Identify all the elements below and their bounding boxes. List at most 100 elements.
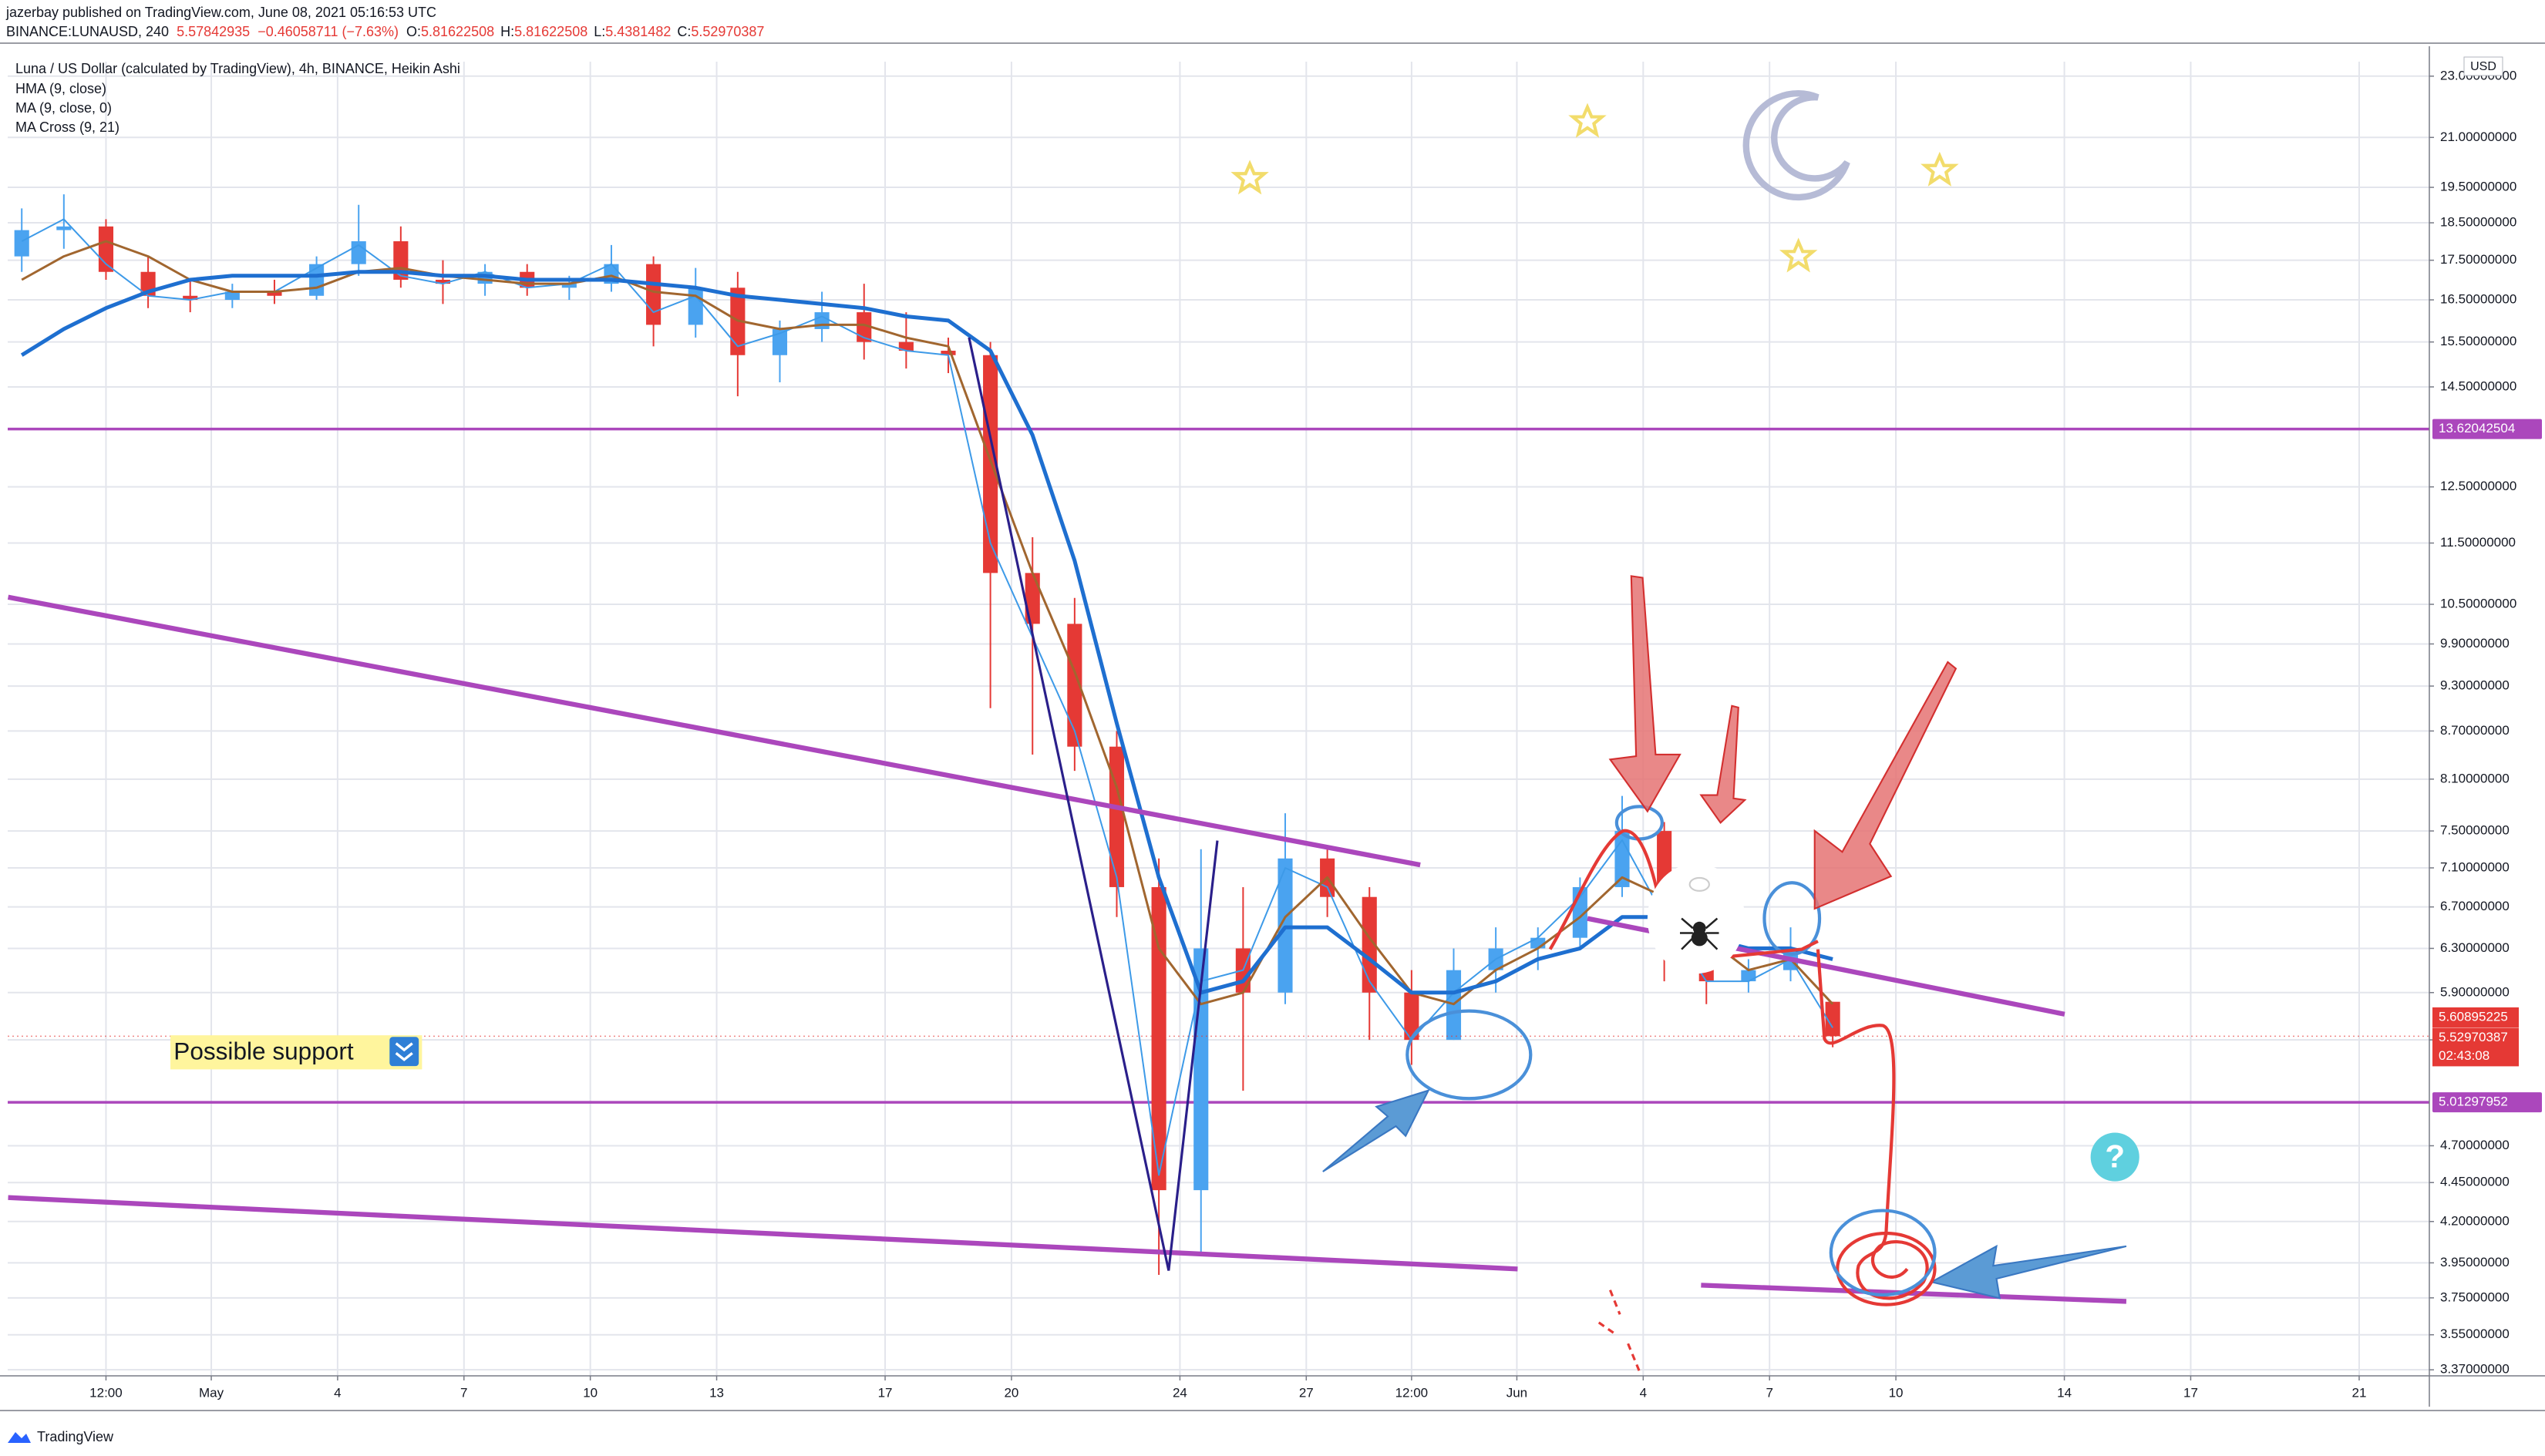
candle-body [56, 226, 72, 230]
change: −0.46058711 (−7.63%) [258, 24, 399, 39]
price-label-box [2432, 1027, 2519, 1067]
x-tick-label: 12:00 [89, 1385, 123, 1400]
pattern-line [968, 337, 1219, 1271]
arrow [1699, 704, 1747, 824]
ohlc-label: C: [677, 24, 691, 39]
y-tick-label: 21.00000000 [2440, 129, 2516, 144]
candle-body [267, 291, 282, 296]
y-tick-label: 4.45000000 [2440, 1175, 2510, 1189]
currency-box [2463, 56, 2503, 76]
candle-body [857, 312, 872, 342]
y-tick-label: 5.90000000 [2440, 984, 2510, 999]
x-tick-label: 17 [2183, 1385, 2198, 1400]
candle-body [1151, 886, 1166, 1191]
y-tick-label: 9.30000000 [2440, 678, 2510, 693]
y-tick-label: 15.50000000 [2440, 334, 2516, 348]
hand-line [1720, 940, 1819, 960]
candle-body [435, 279, 451, 284]
x-tick-label: 17 [878, 1385, 893, 1400]
candle-body [898, 341, 914, 351]
x-tick-label: 13 [709, 1385, 724, 1400]
last-price: 5.57842935 [177, 24, 250, 39]
legend-entry: MA Cross (9, 21) [15, 119, 120, 135]
price-label: 5.01297952 [2439, 1095, 2508, 1109]
arrow [1813, 661, 1958, 910]
ohlc-value: 5.52970387 [691, 24, 764, 39]
indicator-line [20, 270, 1833, 995]
trend-line [1701, 1283, 2127, 1304]
x-tick-label: 4 [334, 1385, 341, 1400]
arrow [1322, 1089, 1430, 1172]
indicator-line [21, 240, 1834, 1006]
arrow [1608, 575, 1682, 813]
candle-body [941, 351, 956, 355]
candle-body [688, 288, 703, 325]
y-tick-label: 19.50000000 [2440, 180, 2516, 194]
highlight-circle [1829, 1209, 1937, 1297]
y-tick-label: 10.50000000 [2440, 597, 2516, 611]
logo [8, 1432, 31, 1443]
ohlc-value: 5.4381482 [605, 24, 671, 39]
price-label: 5.52970387 [2439, 1030, 2508, 1044]
hand-line [1548, 829, 1666, 950]
currency: USD [2470, 60, 2496, 73]
moon-icon [1742, 89, 1850, 201]
candle-body [983, 355, 998, 573]
x-tick-label: 27 [1299, 1385, 1314, 1400]
y-tick-label: 17.50000000 [2440, 252, 2516, 267]
countdown: 02:43:08 [2439, 1048, 2489, 1063]
ohlc-value: 5.81622508 [514, 24, 587, 39]
x-tick-label: 14 [2057, 1385, 2072, 1400]
candle-body [1825, 1001, 1840, 1037]
hand-line [1597, 1290, 1641, 1372]
y-tick-label: 3.55000000 [2440, 1327, 2510, 1341]
x-tick-label: May [199, 1385, 224, 1400]
trend-line [8, 1195, 1518, 1272]
grid [8, 62, 2429, 1376]
candle-body [14, 230, 29, 257]
x-tick-label: 12:00 [1395, 1385, 1429, 1400]
x-tick-label: 20 [1004, 1385, 1018, 1400]
price-label: 13.62042504 [2439, 421, 2515, 435]
y-tick-label: 3.37000000 [2440, 1362, 2510, 1377]
ohlc-label: H: [500, 24, 514, 39]
hand-line [1816, 949, 1929, 1300]
y-tick-label: 6.70000000 [2440, 899, 2510, 913]
support-icon [395, 1042, 413, 1061]
y-tick-label: 14.50000000 [2440, 378, 2516, 393]
price-label-box [2432, 419, 2542, 439]
symbol-line: BINANCE:LUNAUSD, 240 5.57842935 −0.4605871… [6, 24, 764, 39]
y-tick-label: 16.50000000 [2440, 292, 2516, 307]
candle-body [1067, 624, 1082, 747]
y-tick-label: 3.75000000 [2440, 1290, 2510, 1304]
y-tick-label: 12.50000000 [2440, 479, 2516, 493]
candle-body [561, 284, 577, 288]
candle-body [646, 264, 661, 325]
question-icon-text: ? [2105, 1138, 2125, 1174]
footer-brand: TradingView [37, 1429, 114, 1444]
x-tick-label: 10 [1889, 1385, 1904, 1400]
ohlc-label: O: [406, 24, 421, 39]
x-tick-label: 4 [1640, 1385, 1647, 1400]
candle-body [1025, 573, 1040, 624]
y-tick-label: 18.50000000 [2440, 215, 2516, 230]
candle-body [1362, 896, 1377, 993]
candle-body [98, 226, 114, 272]
chart-title: Luna / US Dollar (calculated by TradingV… [15, 61, 460, 76]
price-label: 5.60895225 [2439, 1009, 2508, 1024]
x-tick-label: 7 [1766, 1385, 1772, 1400]
x-tick-label: 21 [2351, 1385, 2366, 1400]
candle-body [183, 295, 198, 301]
y-tick-label: 11.50000000 [2440, 535, 2516, 550]
y-tick-label: 8.10000000 [2440, 771, 2510, 785]
y-tick-label: 6.30000000 [2440, 940, 2510, 955]
candle-body [772, 328, 788, 355]
question-icon [2090, 1132, 2139, 1182]
y-tick-label: 8.70000000 [2440, 723, 2510, 738]
x-tick-label: 24 [1173, 1385, 1187, 1400]
ohlc-value: 5.81622508 [421, 24, 494, 39]
support-note: Possible support [173, 1037, 354, 1065]
x-tick-label: 10 [583, 1385, 598, 1400]
